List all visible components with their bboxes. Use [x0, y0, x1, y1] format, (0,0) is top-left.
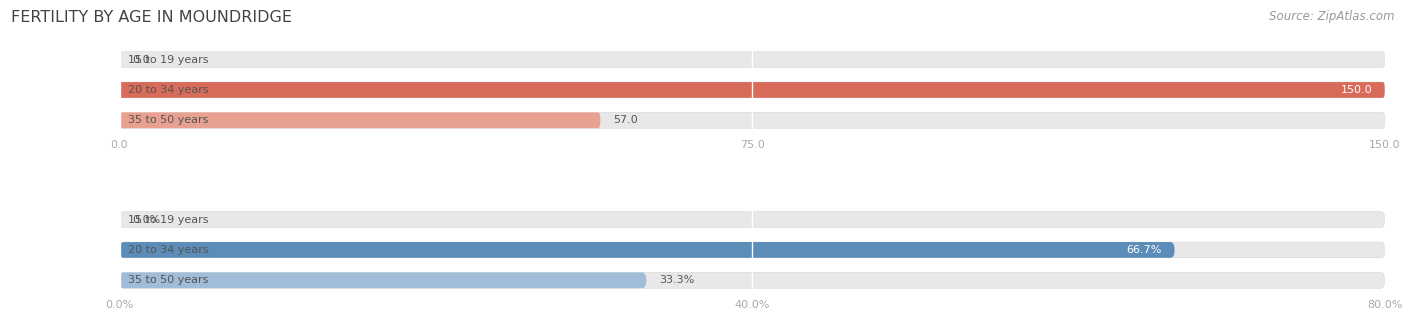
Text: 150.0: 150.0	[1341, 85, 1372, 95]
FancyBboxPatch shape	[120, 113, 1385, 128]
FancyBboxPatch shape	[120, 272, 1385, 288]
Text: 35 to 50 years: 35 to 50 years	[128, 115, 208, 125]
FancyBboxPatch shape	[120, 212, 1385, 227]
Text: 15 to 19 years: 15 to 19 years	[128, 54, 209, 65]
FancyBboxPatch shape	[120, 113, 600, 128]
FancyBboxPatch shape	[120, 242, 1174, 258]
FancyBboxPatch shape	[120, 242, 1385, 258]
Text: 0.0: 0.0	[132, 54, 150, 65]
FancyBboxPatch shape	[120, 52, 1385, 68]
FancyBboxPatch shape	[120, 272, 647, 288]
Text: 0.0%: 0.0%	[132, 214, 160, 225]
Text: 33.3%: 33.3%	[659, 275, 695, 285]
Text: FERTILITY BY AGE IN MOUNDRIDGE: FERTILITY BY AGE IN MOUNDRIDGE	[11, 10, 292, 25]
Text: Source: ZipAtlas.com: Source: ZipAtlas.com	[1270, 10, 1395, 23]
Text: 57.0: 57.0	[613, 115, 638, 125]
Text: 35 to 50 years: 35 to 50 years	[128, 275, 208, 285]
FancyBboxPatch shape	[120, 82, 1385, 98]
Text: 15 to 19 years: 15 to 19 years	[128, 214, 209, 225]
FancyBboxPatch shape	[120, 82, 1385, 98]
Text: 20 to 34 years: 20 to 34 years	[128, 85, 209, 95]
Text: 20 to 34 years: 20 to 34 years	[128, 245, 209, 255]
Text: 66.7%: 66.7%	[1126, 245, 1161, 255]
